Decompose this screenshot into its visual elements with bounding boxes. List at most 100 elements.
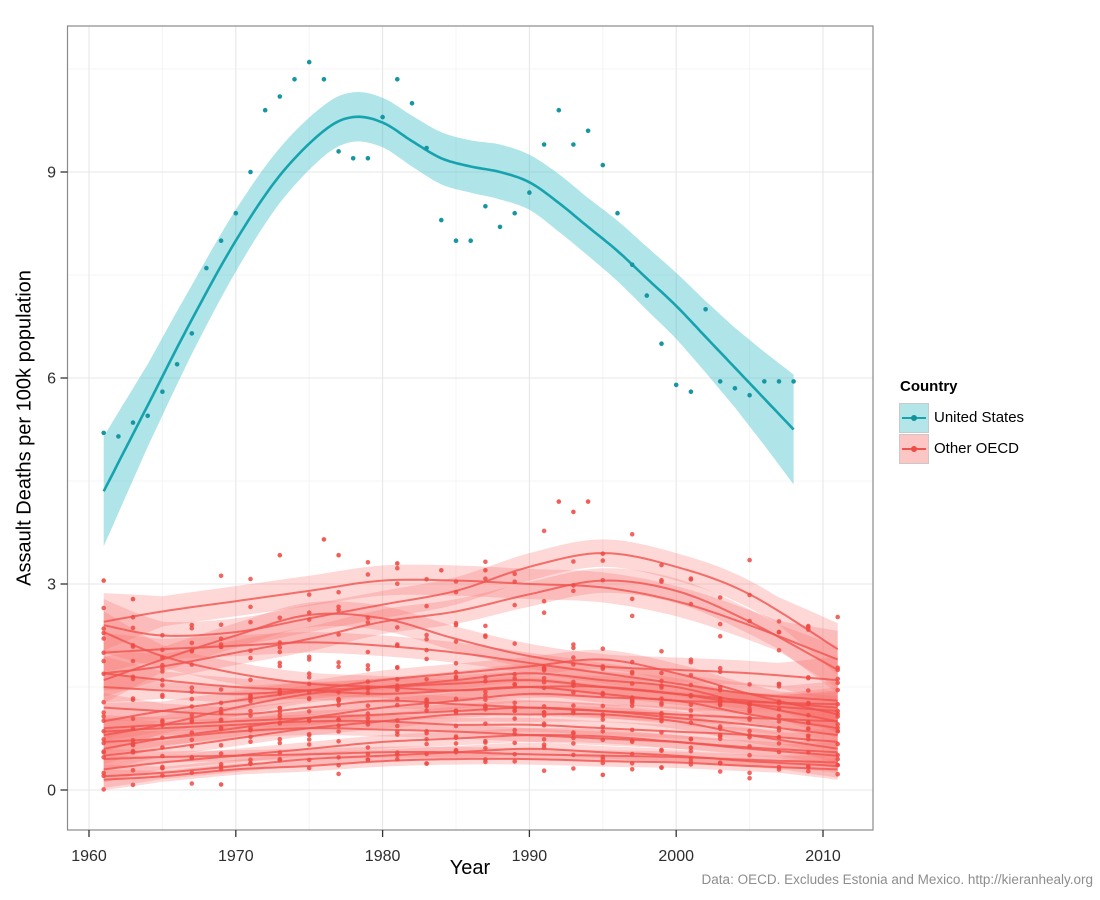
us-point [218,238,224,243]
oecd-point [453,741,459,746]
oecd-point [483,689,488,695]
plot-area [101,59,840,792]
oecd-point [688,601,694,607]
oecd-point [248,619,253,625]
oecd-point [189,662,195,667]
oecd-confidence-band [103,721,838,766]
oecd-point [659,562,664,568]
oecd-point [395,642,400,647]
oecd-confidence-band [103,714,838,755]
oecd-point [512,602,517,608]
oecd-point [659,765,664,771]
oecd-point [688,713,694,719]
oecd-point [776,767,782,772]
oecd-point [218,782,224,787]
oecd-point [483,704,488,710]
oecd-smooth-line [103,699,838,723]
us-point [673,382,679,388]
oecd-point [277,552,283,558]
oecd-point [717,696,723,701]
oecd-point [189,737,195,743]
oecd-point [160,735,165,740]
oecd-point [571,645,576,651]
oecd-point [747,728,752,734]
oecd-point [571,583,576,588]
oecd-point [483,757,488,762]
oecd-point [600,558,606,563]
oecd-point [512,579,517,584]
oecd-point [541,704,547,709]
oecd-point [336,690,341,695]
oecd-point [571,559,576,564]
oecd-point [717,595,723,600]
oecd-point [277,691,283,696]
y-tick-label: 9 [47,165,56,182]
legend-item-united-states: United States [899,402,1024,433]
oecd-point [248,695,253,701]
oecd-point [130,596,136,602]
oecd-point [424,751,429,757]
oecd-point [776,619,782,624]
oecd-point [189,717,195,723]
oecd-point [571,690,576,695]
oecd-point [277,660,283,666]
oecd-point [629,767,635,772]
oecd-point [512,716,517,721]
oecd-point [439,568,444,573]
oecd-point [395,625,400,630]
oecd-point [688,673,694,678]
oecd-point [321,537,327,542]
oecd-point [717,669,723,675]
oecd-point [189,781,195,786]
oecd-point [747,557,752,563]
oecd-point [776,647,782,653]
oecd-point [571,683,576,689]
oecd-point [365,679,371,684]
oecd-point [218,751,224,756]
oecd-point [306,592,312,597]
oecd-point [277,709,283,714]
oecd-point [688,762,694,767]
oecd-point [101,755,106,760]
oecd-point [571,662,576,667]
oecd-point [395,718,400,723]
oecd-point [189,689,195,694]
x-tick-label: 2000 [658,848,694,865]
oecd-point [453,589,459,595]
legend-key-united-states [899,402,929,433]
oecd-point [571,710,576,716]
oecd-point [600,754,606,759]
oecd-point [835,771,840,777]
oecd-point [835,728,840,734]
legend-key-point-icon [911,414,917,421]
oecd-point [541,598,547,604]
oecd-point [130,741,136,746]
oecd-point [277,663,283,669]
oecd-point [277,756,283,762]
oecd-point [835,752,840,758]
us-point [585,128,591,134]
us-point [292,77,297,82]
oecd-point [336,607,341,613]
oecd-point [306,681,312,687]
oecd-point [776,719,782,724]
oecd-point [835,722,840,727]
oecd-point [365,715,371,721]
us-point [527,190,532,195]
oecd-point [541,713,547,718]
legend: Country United States Other OECD [899,378,1024,464]
source-caption: Data: OECD. Excludes Estonia and Mexico.… [701,872,1093,887]
oecd-point [512,727,517,733]
oecd-point [659,649,664,654]
us-confidence-band [103,92,794,547]
oecd-point [571,588,576,594]
oecd-point [600,717,606,722]
oecd-point [717,665,723,671]
us-point [732,386,738,391]
us-point [321,77,327,82]
oecd-point [776,713,782,719]
oecd-point [218,710,224,716]
oecd-point [160,683,165,688]
oecd-point [365,620,371,625]
oecd-point [776,706,782,712]
